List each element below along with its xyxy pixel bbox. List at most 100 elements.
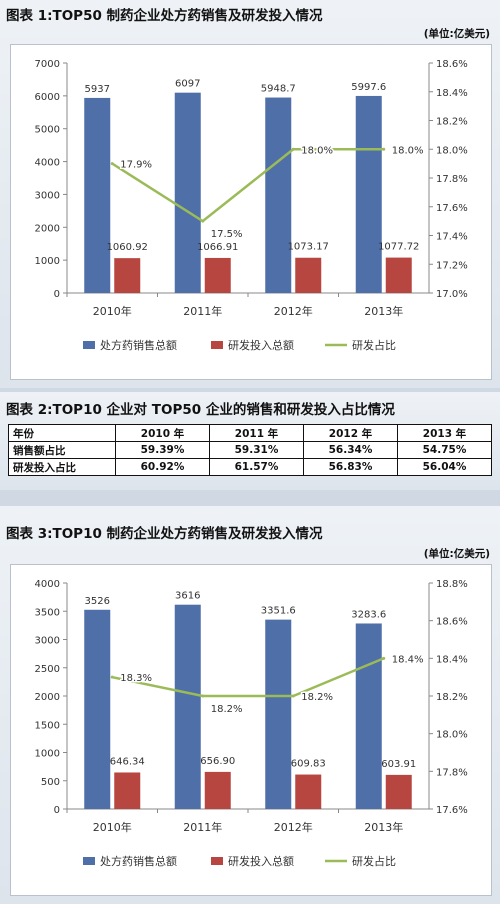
chart-2-y-tick-label: 3500 (35, 607, 60, 618)
chart-2-legend-sales-label: 处方药销售总额 (100, 854, 177, 868)
chart-1-legend-sales-swatch (83, 341, 95, 349)
chart-2-rd-bar (295, 774, 322, 809)
chart-1-sales-data-label: 5997.6 (351, 82, 386, 93)
chart-1-legend-rd-label: 研发投入总额 (228, 338, 294, 352)
chart-1-ratio-point (291, 147, 295, 151)
chart-2-ratio-point (110, 675, 114, 679)
chart-2-x-tick-label: 2013年 (364, 820, 403, 834)
chart-1-sales-data-label: 5948.7 (261, 84, 296, 95)
chart-1-sales-bar (265, 97, 292, 293)
chart-2-sales-bar (355, 623, 382, 809)
chart-2-y2-tick-label: 18.8% (436, 579, 468, 590)
chart-1-sales-bar (355, 95, 382, 293)
chart-1-rd-bar (204, 257, 231, 293)
chart-1-ratio-point (382, 147, 386, 151)
chart-1-y-tick-label: 4000 (35, 158, 60, 169)
chart-2-legend-ratio-label: 研发占比 (352, 854, 396, 868)
row-label-sales: 销售额占比 (8, 441, 116, 459)
cell-rd-2011: 61.57% (209, 458, 304, 476)
chart-1-unit: (单位:亿美元) (423, 28, 490, 40)
row-label-rd: 研发投入占比 (8, 458, 116, 476)
chart-1-legend-ratio-label: 研发占比 (352, 338, 396, 352)
table-header-row: 年份 2010 年 2011 年 2012 年 2013 年 (8, 424, 492, 442)
chart-2-sales-data-label: 3526 (85, 596, 110, 607)
chart-1-x-tick-label: 2012年 (274, 304, 313, 318)
chart-1-y2-tick-label: 17.4% (436, 232, 468, 243)
chart-2-ratio-data-label: 18.2% (211, 704, 243, 715)
chart-1-y2-tick-label: 18.2% (436, 117, 468, 128)
chart-2-rd-data-label: 656.90 (200, 756, 235, 767)
chart-1-ratio-line (111, 148, 384, 223)
chart-1-y-tick-label: 7000 (35, 59, 60, 70)
table-row-rd: 研发投入占比 60.92% 61.57% 56.83% 56.04% (8, 458, 492, 476)
chart-2-y2-tick-label: 18.0% (436, 730, 468, 741)
chart-1-y-tick-label: 2000 (35, 223, 60, 234)
chart-2-rd-bar (385, 774, 412, 809)
cell-sales-2012: 56.34% (303, 441, 398, 459)
chart-2-ratio-line (111, 657, 385, 698)
chart-2-y2-tick-label: 17.8% (436, 767, 468, 778)
chart-1-sales-bar (84, 97, 111, 293)
chart-2-ratio-data-label: 18.2% (301, 692, 333, 703)
chart-1: 0 1000 2000 3000 4000 5000 6000 7000 17.0% 17.2% 1… (35, 59, 468, 352)
cell-sales-2011: 59.31% (209, 441, 304, 459)
chart-2-sales-data-label: 3616 (175, 591, 200, 602)
header-cell-2012: 2012 年 (303, 424, 398, 442)
chart-2-ratio-data-label: 18.4% (392, 654, 424, 665)
chart-1-rd-bar (385, 257, 412, 293)
chart-1-ratio-data-label: 18.0% (301, 145, 333, 156)
chart-1-y-tick-label: 0 (54, 289, 60, 300)
chart-1-rd-data-label: 1077.72 (378, 242, 419, 253)
cell-sales-2013: 54.75% (397, 441, 492, 459)
chart-2-legend-sales-swatch (83, 857, 95, 865)
chart-2-ratio-data-label: 18.3% (120, 673, 152, 684)
chart-2-x-tick-label: 2011年 (183, 820, 222, 834)
chart-2-ratio-point (201, 694, 205, 698)
chart-2-sales-bar (84, 609, 111, 809)
chart-1-y-tick-label: 1000 (35, 256, 60, 267)
chart-2-ratio-point (382, 656, 386, 660)
chart-2-y2-tick-label: 18.6% (436, 617, 468, 628)
chart-2-sales-data-label: 3351.6 (261, 606, 296, 617)
header-cell-2010: 2010 年 (115, 424, 210, 442)
chart-2-rd-bar (114, 772, 141, 809)
chart-2-sales-bar (174, 604, 201, 809)
chart-1-y-tick-label: 5000 (35, 125, 60, 136)
chart-2-legend-rd-label: 研发投入总额 (228, 854, 294, 868)
table-title: 图表 2:TOP10 企业对 TOP50 企业的销售和研发投入占比情况 (6, 402, 395, 418)
chart-2-y2-tick-label: 18.2% (436, 692, 468, 703)
chart-1-sales-data-label: 5937 (85, 84, 110, 95)
chart-2-legend-rd-swatch (211, 857, 223, 865)
header-cell-2011: 2011 年 (209, 424, 304, 442)
chart-1-ratio-data-label: 17.5% (211, 229, 243, 240)
chart-1-y2-tick-label: 17.2% (436, 260, 468, 271)
chart-2-rd-data-label: 646.34 (110, 756, 145, 767)
chart-2-y-tick-label: 0 (54, 805, 60, 816)
chart-2-rd-data-label: 603.91 (381, 759, 416, 770)
chart-1-ratio-data-label: 17.9% (120, 160, 152, 171)
chart-2-sales-data-label: 3283.6 (351, 609, 386, 620)
cell-rd-2013: 56.04% (397, 458, 492, 476)
chart-1-y2-tick-label: 18.4% (436, 88, 468, 99)
cell-rd-2012: 56.83% (303, 458, 398, 476)
chart-1-ratio-data-label: 18.0% (392, 145, 424, 156)
table-row-sales: 销售额占比 59.39% 59.31% 56.34% 54.75% (8, 441, 492, 459)
chart-2-y-tick-label: 500 (41, 777, 60, 788)
chart-1-y2-tick-label: 17.6% (436, 203, 468, 214)
cell-sales-2010: 59.39% (115, 441, 210, 459)
chart-1-rd-bar (295, 257, 322, 293)
chart-1-legend-sales-label: 处方药销售总额 (100, 338, 177, 352)
chart-2-y2-tick-label: 18.4% (436, 654, 468, 665)
chart-2-y-tick-label: 2500 (35, 664, 60, 675)
header-cell-year: 年份 (8, 424, 116, 442)
chart-2-sales-bar (265, 619, 292, 809)
chart-1-y2-tick-label: 18.0% (436, 145, 468, 156)
chart-1-y2-tick-label: 17.8% (436, 174, 468, 185)
chart-1-ratio-point (201, 219, 205, 223)
chart-1-y2-tick-label: 18.6% (436, 59, 468, 70)
chart-2: 0 500 1000 1500 2000 2500 3000 3500 4000 17.6% 17.… (35, 579, 468, 868)
chart-2-y-tick-label: 3000 (35, 636, 60, 647)
chart-1-x-tick-label: 2013年 (364, 304, 403, 318)
chart-1-y-tick-label: 6000 (35, 92, 60, 103)
chart-2-frame: 0 500 1000 1500 2000 2500 3000 3500 4000 17.6% 17.… (10, 564, 492, 896)
